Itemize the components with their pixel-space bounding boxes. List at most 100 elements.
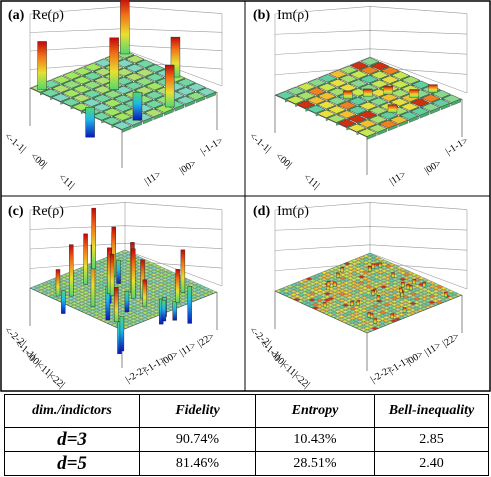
bar-positive <box>387 104 398 113</box>
bar-positive <box>378 262 383 268</box>
axis-tick-label: |-1-1> <box>199 135 226 157</box>
axis-tick-label: <11| <box>301 172 321 192</box>
axis-tick-label: |11> <box>143 169 164 188</box>
bar-positive <box>91 207 96 270</box>
panel-title: Im(ρ) <box>277 204 309 219</box>
bar-positive <box>368 266 372 272</box>
bar-negative <box>132 92 143 121</box>
bar-positive <box>350 300 354 307</box>
bar-positive <box>367 312 371 318</box>
fidelity-cell: 81.46% <box>139 451 256 476</box>
panel-label: (d) <box>253 204 270 219</box>
bar-positive <box>409 284 413 291</box>
bar-positive <box>69 244 74 297</box>
row-label: d=5 <box>4 451 140 476</box>
axis-tick-label: |11> <box>178 340 199 359</box>
bar-positive <box>376 295 381 301</box>
bar-positive <box>109 253 115 296</box>
axis-tick-label: |00> <box>160 349 181 368</box>
floor-tiles <box>30 50 217 133</box>
header-dim: dim./indictors <box>4 394 140 428</box>
floor-tiles <box>275 253 462 333</box>
table-header-row: dim./indictors Fidelity Entropy Bell-ine… <box>4 394 489 428</box>
bar-negative <box>61 290 66 314</box>
bar-negative <box>85 107 95 138</box>
bar-positive <box>363 88 373 98</box>
fidelity-cell: 90.74% <box>139 427 256 452</box>
axis-tick-label: |11> <box>388 169 409 188</box>
header-fidelity: Fidelity <box>139 394 256 428</box>
bar-positive <box>373 318 377 324</box>
bar-positive <box>336 272 340 278</box>
axis-tick-label: <11| <box>56 172 76 192</box>
axis-tick-label: |00> <box>178 158 199 177</box>
bar-negative <box>124 291 130 313</box>
bar-positive <box>422 281 426 288</box>
bar-positive <box>398 287 403 293</box>
panel-title: Im(ρ) <box>277 8 309 23</box>
bar-negative <box>187 286 192 324</box>
bar-positive <box>175 269 180 303</box>
axis-tick-label: <-1-1| <box>247 131 273 155</box>
panel-label: (c) <box>8 204 24 219</box>
bar-positive <box>409 89 419 98</box>
floor-tiles <box>275 57 462 140</box>
panel-d: (d) Im(ρ)<-2-2|<-1-1|<00|<11|<22| |-2-2>|-… <box>247 202 468 391</box>
bar-positive <box>37 41 47 90</box>
axis-tick-label: |-1-1> <box>444 135 471 157</box>
panel-title: Re(ρ) <box>32 8 64 23</box>
panel-title: Re(ρ) <box>32 204 64 219</box>
floor-edges <box>274 290 463 371</box>
bar-positive <box>412 278 416 285</box>
bar-positive <box>120 0 130 55</box>
axis-tick-label: |22> <box>196 331 217 350</box>
table-row: d=5 81.46% 28.51% 2.40 <box>4 451 489 476</box>
bar-positive <box>83 233 88 285</box>
bar-positive <box>140 259 145 299</box>
figure-panels: (a) Re(ρ)<-1-1|<00|<11| |11>|00>|-1-1>(b) I… <box>0 0 491 392</box>
axis-tick-label: <00| <box>28 151 49 171</box>
bar-positive <box>109 37 119 90</box>
table-row: d=3 90.74% 10.43% 2.85 <box>4 427 489 452</box>
bars <box>343 84 438 113</box>
bar-positive <box>131 248 136 299</box>
bar-positive <box>170 36 181 78</box>
bar-positive <box>180 249 186 293</box>
bell-cell: 2.40 <box>374 451 489 476</box>
bar-positive <box>164 64 175 108</box>
bar-positive <box>326 280 331 287</box>
row-label: d=3 <box>4 427 140 452</box>
bar-positive <box>332 281 337 287</box>
axis-tick-label: <00| <box>273 151 294 171</box>
panel-label: (a) <box>8 8 25 23</box>
bar-positive <box>343 90 353 99</box>
axis-tick-label: |22> <box>441 331 462 350</box>
bars <box>55 207 192 355</box>
bar-positive <box>371 290 375 296</box>
axis-tick-label: |00> <box>423 158 444 177</box>
axis-box <box>274 202 468 292</box>
bar-positive <box>401 281 405 288</box>
bars <box>37 0 181 138</box>
bar-positive <box>391 272 395 278</box>
entropy-cell: 28.51% <box>255 451 375 476</box>
panel-a: (a) Re(ρ) <-1-1|<00| <11| |11> |00>|-1-1> <box>2 0 226 192</box>
bar-positive <box>402 307 407 313</box>
header-entropy: Entropy <box>255 394 375 428</box>
bar-positive <box>356 300 360 306</box>
bar-positive <box>55 269 61 297</box>
panel-c: (c) Re(ρ)<-2-2|<-1-1|<00|<11|<22| |-2-2>|-… <box>2 202 223 391</box>
bar-positive <box>142 279 147 307</box>
bar-negative <box>161 300 167 322</box>
bar-positive <box>114 286 119 323</box>
header-bell: Bell-inequality <box>374 394 489 428</box>
bar-positive <box>444 291 448 298</box>
bar-positive <box>383 86 393 95</box>
bar-negative <box>172 301 177 321</box>
axis-tick-label: |00> <box>405 349 426 368</box>
results-table: dim./indictors Fidelity Entropy Bell-ine… <box>4 394 489 476</box>
bar-positive <box>340 266 344 273</box>
entropy-cell: 10.43% <box>255 427 375 452</box>
bar-positive <box>428 84 438 93</box>
bar-positive <box>323 301 327 308</box>
